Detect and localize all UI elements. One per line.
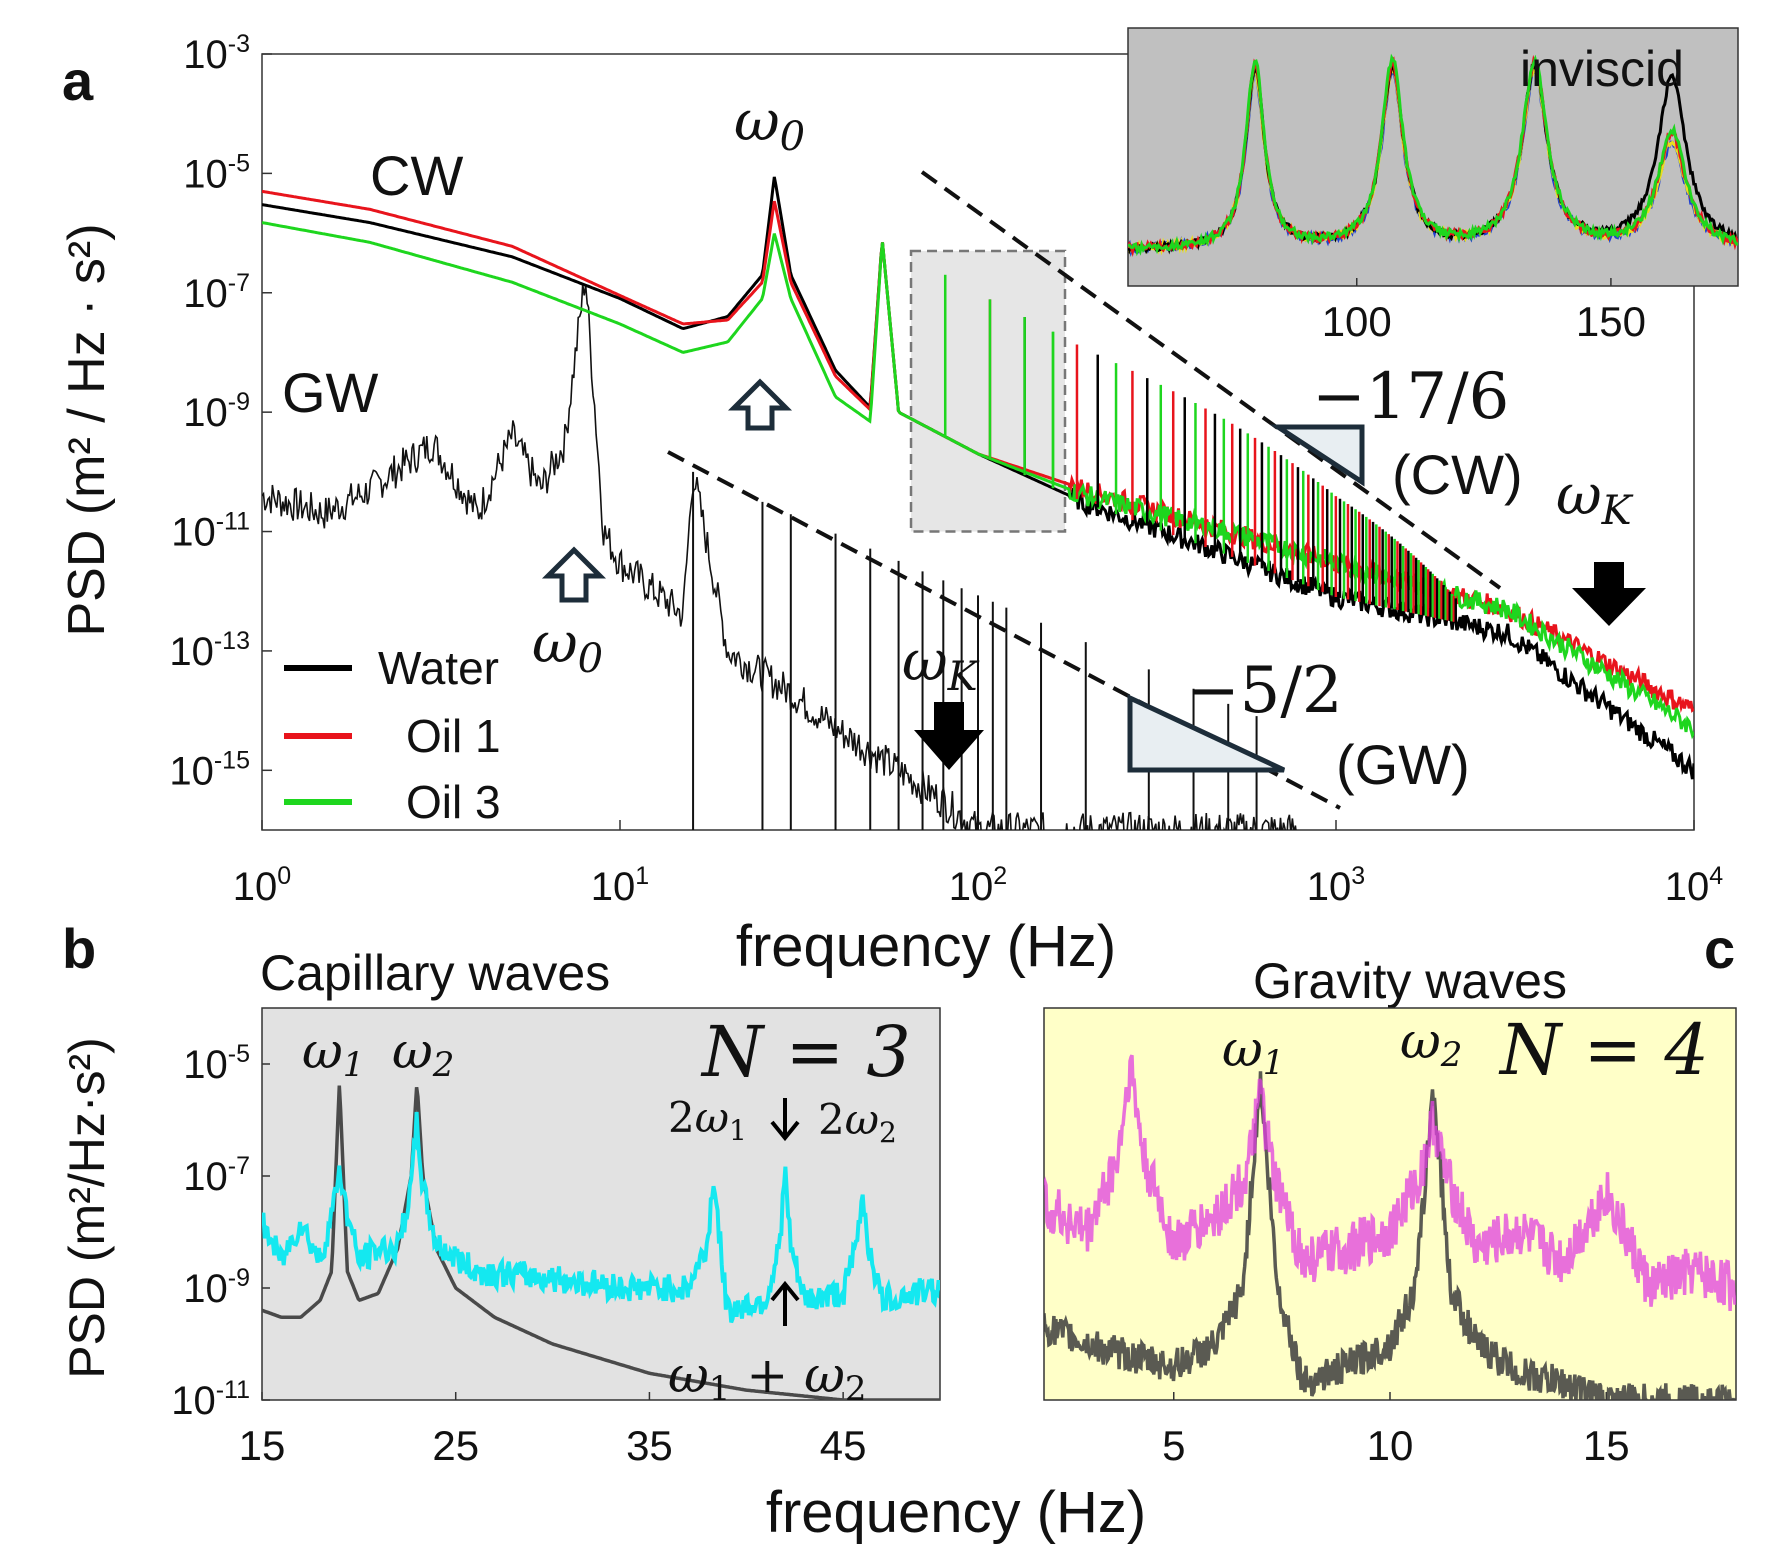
inset-ticks: 100 150 (1322, 278, 1646, 345)
inset-area (1127, 27, 1739, 287)
b-up-arrow-icon (770, 1280, 800, 1326)
c-series-pump (1044, 1071, 1736, 1400)
inset-label: inviscid (1520, 41, 1684, 97)
x-tick-label: 100 (233, 862, 291, 909)
b-x-tick-label: 45 (820, 1422, 867, 1469)
inset-series (1128, 53, 1738, 257)
panel-a: a 100 101 102 103 10410-310-510-710-910-1110… (58, 27, 1739, 979)
panel-b-title: Capillary waves (260, 945, 610, 1001)
panel-c-title: Gravity waves (1253, 953, 1567, 1009)
panel-a-ylabel: PSD (m² / Hz · s²) (58, 223, 116, 636)
y-tick-label: 10-15 (169, 746, 250, 793)
inset-x-tick-label: 150 (1576, 298, 1646, 345)
c-x-tick-label: 5 (1162, 1422, 1185, 1469)
panel-a-ticks: 100 101 102 103 104 10-3 10-5 10-7 10-9 10-11 10-1… (169, 30, 1723, 909)
inset-x-tick-label: 100 (1322, 298, 1392, 345)
legend-label-water: Water (378, 642, 499, 694)
slope-gw-tag: (GW) (1336, 733, 1470, 796)
omega0-gw-arrow-icon (541, 546, 607, 603)
panel-b-label: b (62, 917, 96, 980)
legend: Water Oil 1 Oil 3 (284, 642, 501, 828)
b-y-tick-label: 10-11 (171, 1376, 250, 1423)
legend-label-oil1: Oil 1 (406, 710, 501, 762)
b-y-tick-label: 10-7 (183, 1152, 250, 1199)
x-tick-label: 104 (1665, 862, 1724, 909)
b-x-tick-label: 15 (239, 1422, 286, 1469)
panel-b-ticks: 15 25 35 45 10-5 10-7 10-9 10-11 (171, 1040, 866, 1469)
panel-b-plot-area (261, 1007, 941, 1401)
b-n-label: N = 3 (700, 1011, 911, 1093)
x-tick-label: 103 (1307, 862, 1365, 909)
slope-cw-value: −17/6 (1312, 360, 1509, 434)
panel-c-ticks: 5 10 15 (1162, 1392, 1630, 1469)
y-tick-label: 10-7 (183, 269, 250, 316)
b-x-tick-label: 25 (432, 1422, 479, 1469)
b-x-tick-label: 35 (626, 1422, 673, 1469)
slope-gw-value: −5/2 (1186, 654, 1343, 728)
panel-bc-xlabel: frequency (Hz) (766, 1480, 1146, 1545)
panel-c: c Gravity waves 5 10 15 ω1 ω2 N = 4 (1043, 917, 1737, 1469)
omegak-cw-arrow-icon (1572, 562, 1646, 626)
c-n-label: N = 4 (1498, 1009, 1709, 1091)
y-tick-label: 10-5 (183, 149, 250, 196)
panel-a-label: a (62, 49, 94, 112)
c-x-tick-label: 15 (1583, 1422, 1630, 1469)
slope-cw-tag: (CW) (1392, 443, 1523, 506)
slope-triangle-gw (1127, 694, 1286, 773)
c-x-tick-label: 10 (1367, 1422, 1414, 1469)
series-gw (262, 283, 1297, 830)
omega0-cw-arrow-icon (727, 378, 793, 431)
label-cw: CW (370, 144, 463, 207)
b-sum-label: ω1 + ω2 (668, 1346, 867, 1409)
inset-series-line (1128, 53, 1738, 257)
b-y-tick-label: 10-5 (183, 1040, 250, 1087)
panel-b: b Capillary waves 15 25 35 45 10-5 10-7 10-9 10… (59, 917, 941, 1469)
b-series-pump (262, 1085, 940, 1400)
slope-triangle-cw (1269, 424, 1365, 487)
panel-a-series (262, 176, 1694, 830)
b-series-response (262, 1111, 940, 1324)
legend-label-oil3: Oil 3 (406, 776, 501, 828)
panel-b-series (262, 1085, 940, 1400)
b-down-arrow-icon (770, 1098, 800, 1142)
panel-c-series (1044, 1054, 1736, 1400)
omegak-gw-arrow-icon (914, 702, 984, 770)
x-tick-label: 102 (949, 862, 1007, 909)
c-series-response (1044, 1054, 1736, 1311)
omegak-gw-label: ωK (902, 629, 980, 700)
y-tick-label: 10-9 (183, 388, 250, 435)
series-oil-3 (262, 221, 1694, 740)
panel-c-label: c (1704, 917, 1735, 980)
zoom-region (909, 249, 1067, 533)
inset: inviscid 100 150 (1127, 27, 1739, 345)
x-tick-label: 101 (591, 862, 649, 909)
y-tick-label: 10-11 (171, 508, 250, 555)
slope-guide-cw (920, 170, 1502, 590)
b-y-tick-label: 10-9 (183, 1264, 250, 1311)
panel-bc-ylabel: PSD (m²/Hz·s²) (59, 1037, 115, 1379)
panel-a-xlabel: frequency (Hz) (736, 914, 1116, 979)
y-tick-label: 10-3 (183, 30, 250, 77)
y-tick-label: 10-13 (169, 627, 250, 674)
label-gw: GW (282, 361, 379, 424)
